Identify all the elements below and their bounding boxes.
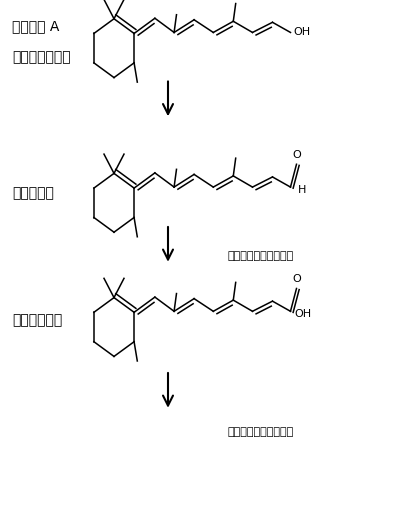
Text: レチナール: レチナール bbox=[12, 187, 54, 201]
Text: OH: OH bbox=[294, 309, 312, 319]
Text: レチノイン酸合成酵素: レチノイン酸合成酵素 bbox=[228, 251, 294, 261]
Text: レチノイン酸分解酵素: レチノイン酸分解酵素 bbox=[228, 427, 294, 438]
Text: H: H bbox=[298, 185, 306, 195]
Text: （レチノール）: （レチノール） bbox=[12, 51, 71, 65]
Text: O: O bbox=[292, 150, 301, 160]
Text: O: O bbox=[292, 274, 301, 284]
Text: ビタミン A: ビタミン A bbox=[12, 19, 59, 33]
Text: OH: OH bbox=[294, 27, 311, 38]
Text: レチノイン酸: レチノイン酸 bbox=[12, 313, 62, 328]
